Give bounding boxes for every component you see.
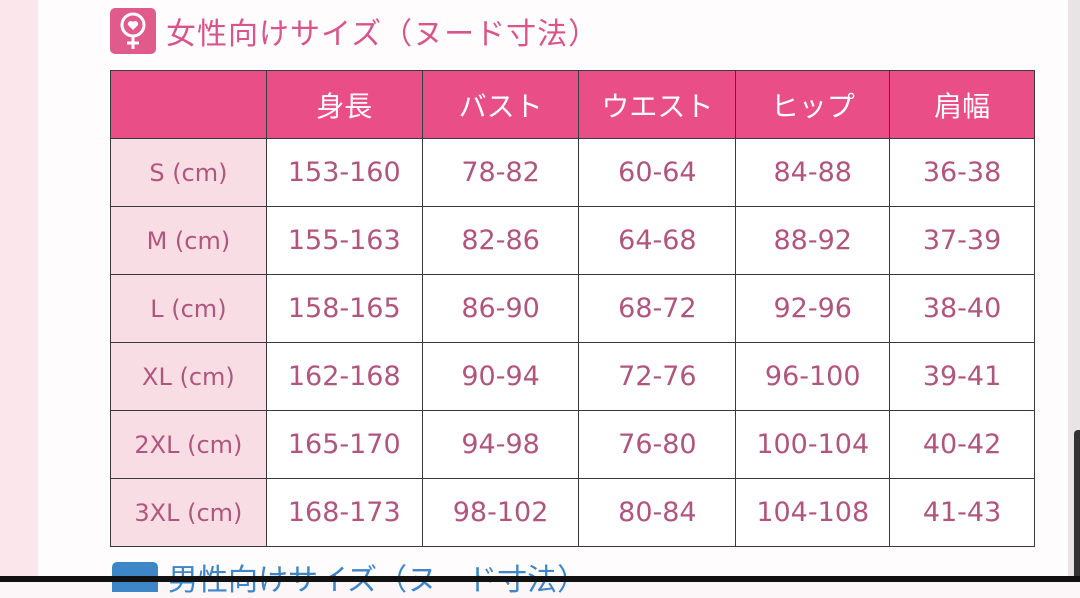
header-waist: ウエスト [578,70,737,139]
size-table: 身長 バスト ウエスト ヒップ 肩幅 S (cm) 153-160 78-82 60-… [110,70,1035,547]
title-text: 女性向けサイズ（ヌード寸法） [166,17,600,52]
cell-shoulder: 39-41 [889,342,1035,411]
table-row: L (cm) 158-165 86-90 68-72 92-96 38-40 [110,274,1035,343]
cell-height: 165-170 [265,410,423,479]
cell-shoulder: 36-38 [889,138,1035,207]
header-hip: ヒップ [735,70,891,139]
cell-shoulder: 41-43 [889,478,1035,547]
cell-waist: 64-68 [578,206,737,275]
cell-size-label: XL (cm) [110,342,267,411]
header-shoulder: 肩幅 [889,70,1035,139]
cell-hip: 96-100 [735,342,891,411]
table-row: S (cm) 153-160 78-82 60-64 84-88 36-38 [110,138,1035,207]
cell-hip: 84-88 [735,138,891,207]
cell-hip: 100-104 [735,410,891,479]
cell-hip: 104-108 [735,478,891,547]
cell-bust: 94-98 [421,410,580,479]
cell-height: 158-165 [265,274,423,343]
table-row: 2XL (cm) 165-170 94-98 76-80 100-104 40-42 [110,410,1035,479]
header-cell-empty [110,70,267,139]
header-height: 身長 [265,70,423,139]
cell-height: 155-163 [265,206,423,275]
cell-waist: 72-76 [578,342,737,411]
table-row: M (cm) 155-163 82-86 64-68 88-92 37-39 [110,206,1035,275]
cell-hip: 92-96 [735,274,891,343]
cell-bust: 90-94 [421,342,580,411]
table-row: 3XL (cm) 168-173 98-102 80-84 104-108 41-43 [110,478,1035,547]
scroll-edge [1074,430,1080,582]
female-symbol-icon [110,8,156,54]
cell-bust: 86-90 [421,274,580,343]
cell-waist: 68-72 [578,274,737,343]
left-margin [0,0,38,582]
cell-size-label: L (cm) [110,274,267,343]
cell-height: 162-168 [265,342,423,411]
cell-shoulder: 40-42 [889,410,1035,479]
cell-height: 153-160 [265,138,423,207]
cell-waist: 80-84 [578,478,737,547]
cell-waist: 60-64 [578,138,737,207]
cell-size-label: 2XL (cm) [110,410,267,479]
cell-bust: 82-86 [421,206,580,275]
cell-waist: 76-80 [578,410,737,479]
cell-hip: 88-92 [735,206,891,275]
cell-size-label: M (cm) [110,206,267,275]
table-row: XL (cm) 162-168 90-94 72-76 96-100 39-41 [110,342,1035,411]
cell-size-label: 3XL (cm) [110,478,267,547]
cell-shoulder: 37-39 [889,206,1035,275]
cell-size-label: S (cm) [110,138,267,207]
cell-bust: 78-82 [421,138,580,207]
cell-bust: 98-102 [421,478,580,547]
header-bust: バスト [421,70,580,139]
cell-height: 168-173 [265,478,423,547]
header-row: 身長 バスト ウエスト ヒップ 肩幅 [110,70,1035,139]
section-title: 女性向けサイズ（ヌード寸法） [110,6,599,56]
bottom-bar [0,576,1080,582]
right-edge [1068,0,1080,582]
cell-shoulder: 38-40 [889,274,1035,343]
